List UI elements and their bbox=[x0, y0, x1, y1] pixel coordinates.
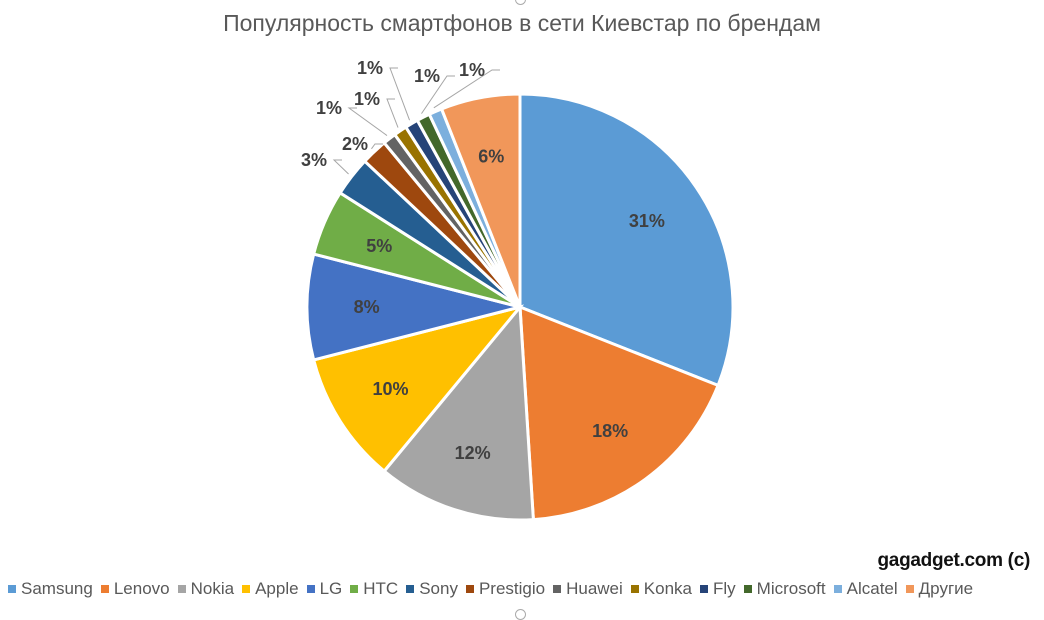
legend-label: Huawei bbox=[566, 579, 623, 598]
leader-line bbox=[389, 67, 411, 121]
legend-label: Apple bbox=[255, 579, 299, 598]
pie-slice-lenovo bbox=[518, 304, 720, 522]
legend-item: Prestigio bbox=[465, 579, 546, 599]
leader-line bbox=[332, 159, 349, 175]
data-label: 1% bbox=[459, 60, 485, 80]
chart-title: Популярность смартфонов в сети Киевстар … bbox=[223, 10, 821, 36]
leader-line bbox=[386, 98, 399, 128]
watermark: gagadget.com (c) bbox=[877, 550, 1031, 571]
legend-item: Samsung bbox=[8, 579, 93, 599]
legend-swatch bbox=[905, 585, 914, 593]
legend-item: Nokia bbox=[177, 579, 235, 599]
legend-swatch bbox=[743, 585, 752, 593]
legend-item: Lenovo bbox=[100, 579, 170, 599]
legend-item: Другие bbox=[905, 579, 974, 599]
legend-swatch bbox=[700, 585, 708, 593]
legend-label: LG bbox=[319, 579, 343, 598]
legend-swatch bbox=[242, 585, 251, 593]
legend-item: Konka bbox=[630, 579, 692, 599]
data-label: 12% bbox=[455, 443, 491, 463]
legend-label: HTC bbox=[363, 579, 399, 598]
data-label: 1% bbox=[354, 89, 380, 109]
legend-item: Apple bbox=[242, 579, 299, 599]
data-label: 3% bbox=[301, 150, 327, 170]
data-label: 2% bbox=[342, 134, 368, 154]
legend-label: Prestigio bbox=[478, 579, 546, 598]
legend-label: Konka bbox=[643, 579, 692, 598]
legend-item: Fly bbox=[700, 579, 736, 599]
leader-line bbox=[433, 69, 500, 109]
legend-item: Microsoft bbox=[743, 579, 826, 599]
data-label: 1% bbox=[414, 66, 440, 86]
legend-item: Huawei bbox=[553, 579, 623, 599]
legend-label: Alcatel bbox=[846, 579, 898, 598]
legend-swatch bbox=[100, 585, 109, 593]
data-label: 6% bbox=[478, 146, 504, 166]
leader-line bbox=[421, 75, 455, 114]
legend-swatch bbox=[553, 585, 562, 593]
data-label: 5% bbox=[366, 236, 392, 256]
legend-label: Nokia bbox=[190, 579, 235, 598]
legend-item: Sony bbox=[406, 579, 458, 599]
pie-slice-samsung bbox=[518, 92, 735, 388]
legend-label: Другие bbox=[918, 579, 974, 598]
legend-item: HTC bbox=[350, 579, 398, 599]
chart-legend: Samsung Lenovo Nokia Apple LG HTC Sony Prestigi… bbox=[8, 579, 981, 599]
legend-label: Lenovo bbox=[113, 579, 170, 598]
legend-swatch bbox=[177, 585, 186, 593]
leader-line bbox=[371, 143, 383, 150]
legend-label: Microsoft bbox=[756, 579, 826, 598]
legend-swatch bbox=[833, 585, 842, 593]
data-label: 8% bbox=[354, 297, 380, 317]
data-label: 18% bbox=[592, 421, 628, 441]
pie-slice-lg bbox=[305, 252, 521, 362]
legend-item: Alcatel bbox=[833, 579, 898, 599]
legend-swatch bbox=[350, 585, 359, 593]
legend-swatch bbox=[8, 585, 16, 593]
pie-slice-nokia bbox=[382, 303, 535, 522]
pie-chart: 31%18%12%10%8%5%3%2%1% 1%1% 1% 1%6% bbox=[301, 58, 735, 522]
legend-swatch bbox=[465, 585, 474, 593]
legend-label: Fly bbox=[713, 579, 736, 598]
legend-swatch bbox=[306, 585, 315, 593]
legend-label: Sony bbox=[419, 579, 458, 598]
data-label: 1% bbox=[357, 58, 383, 78]
legend-label: Samsung bbox=[21, 579, 93, 598]
data-label: 10% bbox=[372, 379, 408, 399]
pie-slice-другие bbox=[439, 92, 522, 308]
leader-line bbox=[347, 107, 388, 136]
legend-swatch bbox=[630, 585, 639, 593]
data-label: 1% bbox=[316, 98, 342, 118]
legend-item: LG bbox=[306, 579, 343, 599]
data-label: 31% bbox=[629, 211, 665, 231]
legend-swatch bbox=[406, 585, 415, 593]
